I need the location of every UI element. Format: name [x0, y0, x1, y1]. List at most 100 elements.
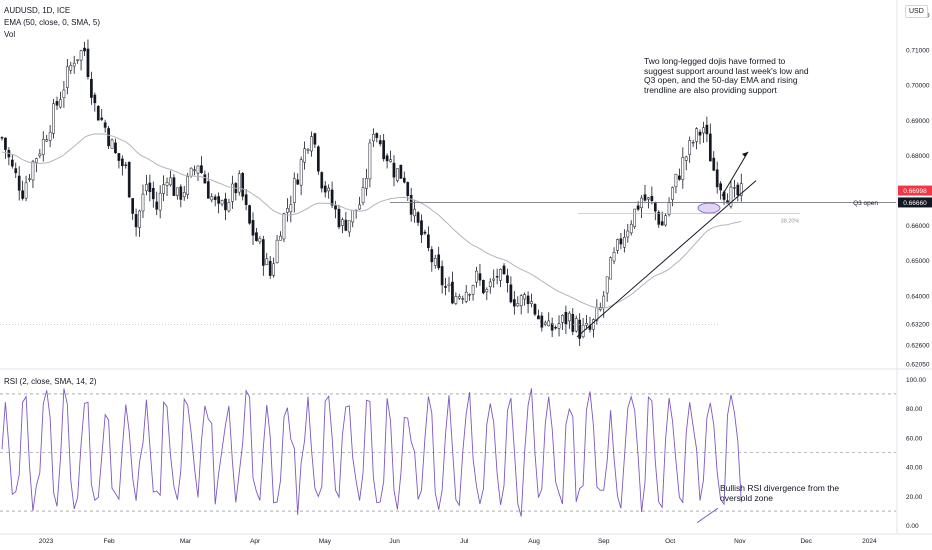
projection-arrow[interactable] [721, 151, 749, 197]
candle [289, 204, 293, 213]
candle [310, 136, 313, 152]
candle [292, 178, 296, 204]
candle [55, 101, 59, 106]
rsi-divergence-line[interactable] [696, 507, 719, 524]
candle [482, 280, 485, 294]
candle [372, 134, 375, 142]
candle [52, 103, 55, 134]
candle [657, 211, 661, 225]
candle [4, 137, 7, 150]
candle [10, 159, 14, 167]
candle [564, 312, 568, 325]
candle [653, 202, 657, 212]
candle [440, 266, 444, 286]
candle [444, 286, 447, 288]
time-tick-label: May [319, 538, 332, 545]
candle [275, 239, 279, 263]
volume-legend[interactable]: Vol [4, 30, 16, 39]
candle [578, 319, 582, 339]
candle [540, 315, 544, 328]
candle [148, 182, 152, 192]
candle [712, 157, 716, 171]
candle [200, 165, 203, 173]
candle [17, 175, 21, 191]
candle [733, 187, 736, 189]
candle [131, 198, 135, 214]
candle [667, 202, 671, 215]
main-annotation: Two long-legged dojis have formed to sug… [644, 56, 809, 95]
candle [585, 323, 588, 326]
candle [681, 157, 685, 180]
candle [678, 175, 681, 180]
candle [643, 194, 647, 201]
candle [124, 164, 128, 166]
candle [76, 59, 79, 61]
candle [636, 205, 640, 210]
last-price-badge-bg [898, 185, 932, 196]
candle [341, 219, 344, 226]
candle [193, 169, 196, 171]
candle [471, 285, 475, 295]
candle [420, 220, 423, 236]
candle [72, 62, 76, 67]
candle [114, 142, 117, 154]
price-tick-label: 0.68000 [906, 153, 930, 160]
candle [629, 223, 633, 234]
candle [406, 182, 410, 196]
time-tick-label: Dec [800, 538, 812, 545]
candle [739, 183, 743, 196]
rsi-tick-label: 60.00 [906, 435, 923, 442]
rsi-tick-label: 100.00 [906, 377, 926, 384]
candle [702, 127, 705, 134]
time-tick-label: Nov [734, 538, 746, 545]
candle [28, 178, 31, 180]
candle [251, 220, 255, 236]
price-tick-label: 0.71000 [906, 48, 930, 55]
candle [715, 169, 719, 188]
candle [155, 201, 159, 210]
candle [268, 260, 272, 276]
rsi-tick-label: 0.00 [906, 523, 919, 530]
candle [378, 140, 382, 145]
candle [612, 251, 616, 262]
candle [103, 122, 107, 128]
rsi-tick-label: 40.00 [906, 465, 923, 472]
candle [110, 139, 114, 149]
time-tick-label: Sep [598, 538, 610, 545]
candle [375, 133, 379, 138]
ema-legend[interactable]: EMA (50, close, 0, SMA, 5) [4, 18, 101, 27]
candle [206, 181, 210, 199]
candle [169, 177, 172, 186]
rising-trendline[interactable] [576, 180, 757, 338]
candle [561, 315, 564, 323]
candle [100, 117, 104, 120]
candle [736, 184, 740, 196]
price-tick-label: 0.63200 [906, 321, 930, 328]
doji-highlight[interactable] [697, 202, 721, 214]
arrow-head-icon [742, 151, 748, 157]
candle [640, 197, 643, 209]
candle [41, 138, 45, 155]
time-tick-label: Feb [103, 538, 115, 545]
candle [231, 183, 234, 202]
candle [286, 208, 289, 213]
price-tick-label: 0.65000 [906, 258, 930, 265]
candle [464, 291, 468, 302]
candle [602, 295, 606, 309]
rsi-legend[interactable]: RSI (2, close, SMA, 14, 2) [4, 377, 97, 386]
candle [554, 327, 557, 329]
candle [691, 141, 695, 144]
currency-badge[interactable]: USD [905, 5, 928, 18]
candle [282, 213, 286, 240]
candle [451, 281, 454, 304]
candle [698, 131, 702, 136]
candle [86, 48, 90, 77]
price-tick-label: 0.62050 [906, 362, 930, 369]
candle [237, 173, 241, 193]
candle [726, 200, 729, 204]
candle [48, 131, 52, 141]
candle [224, 198, 227, 211]
candle [368, 142, 372, 180]
candle [688, 140, 692, 155]
candle [361, 187, 365, 204]
